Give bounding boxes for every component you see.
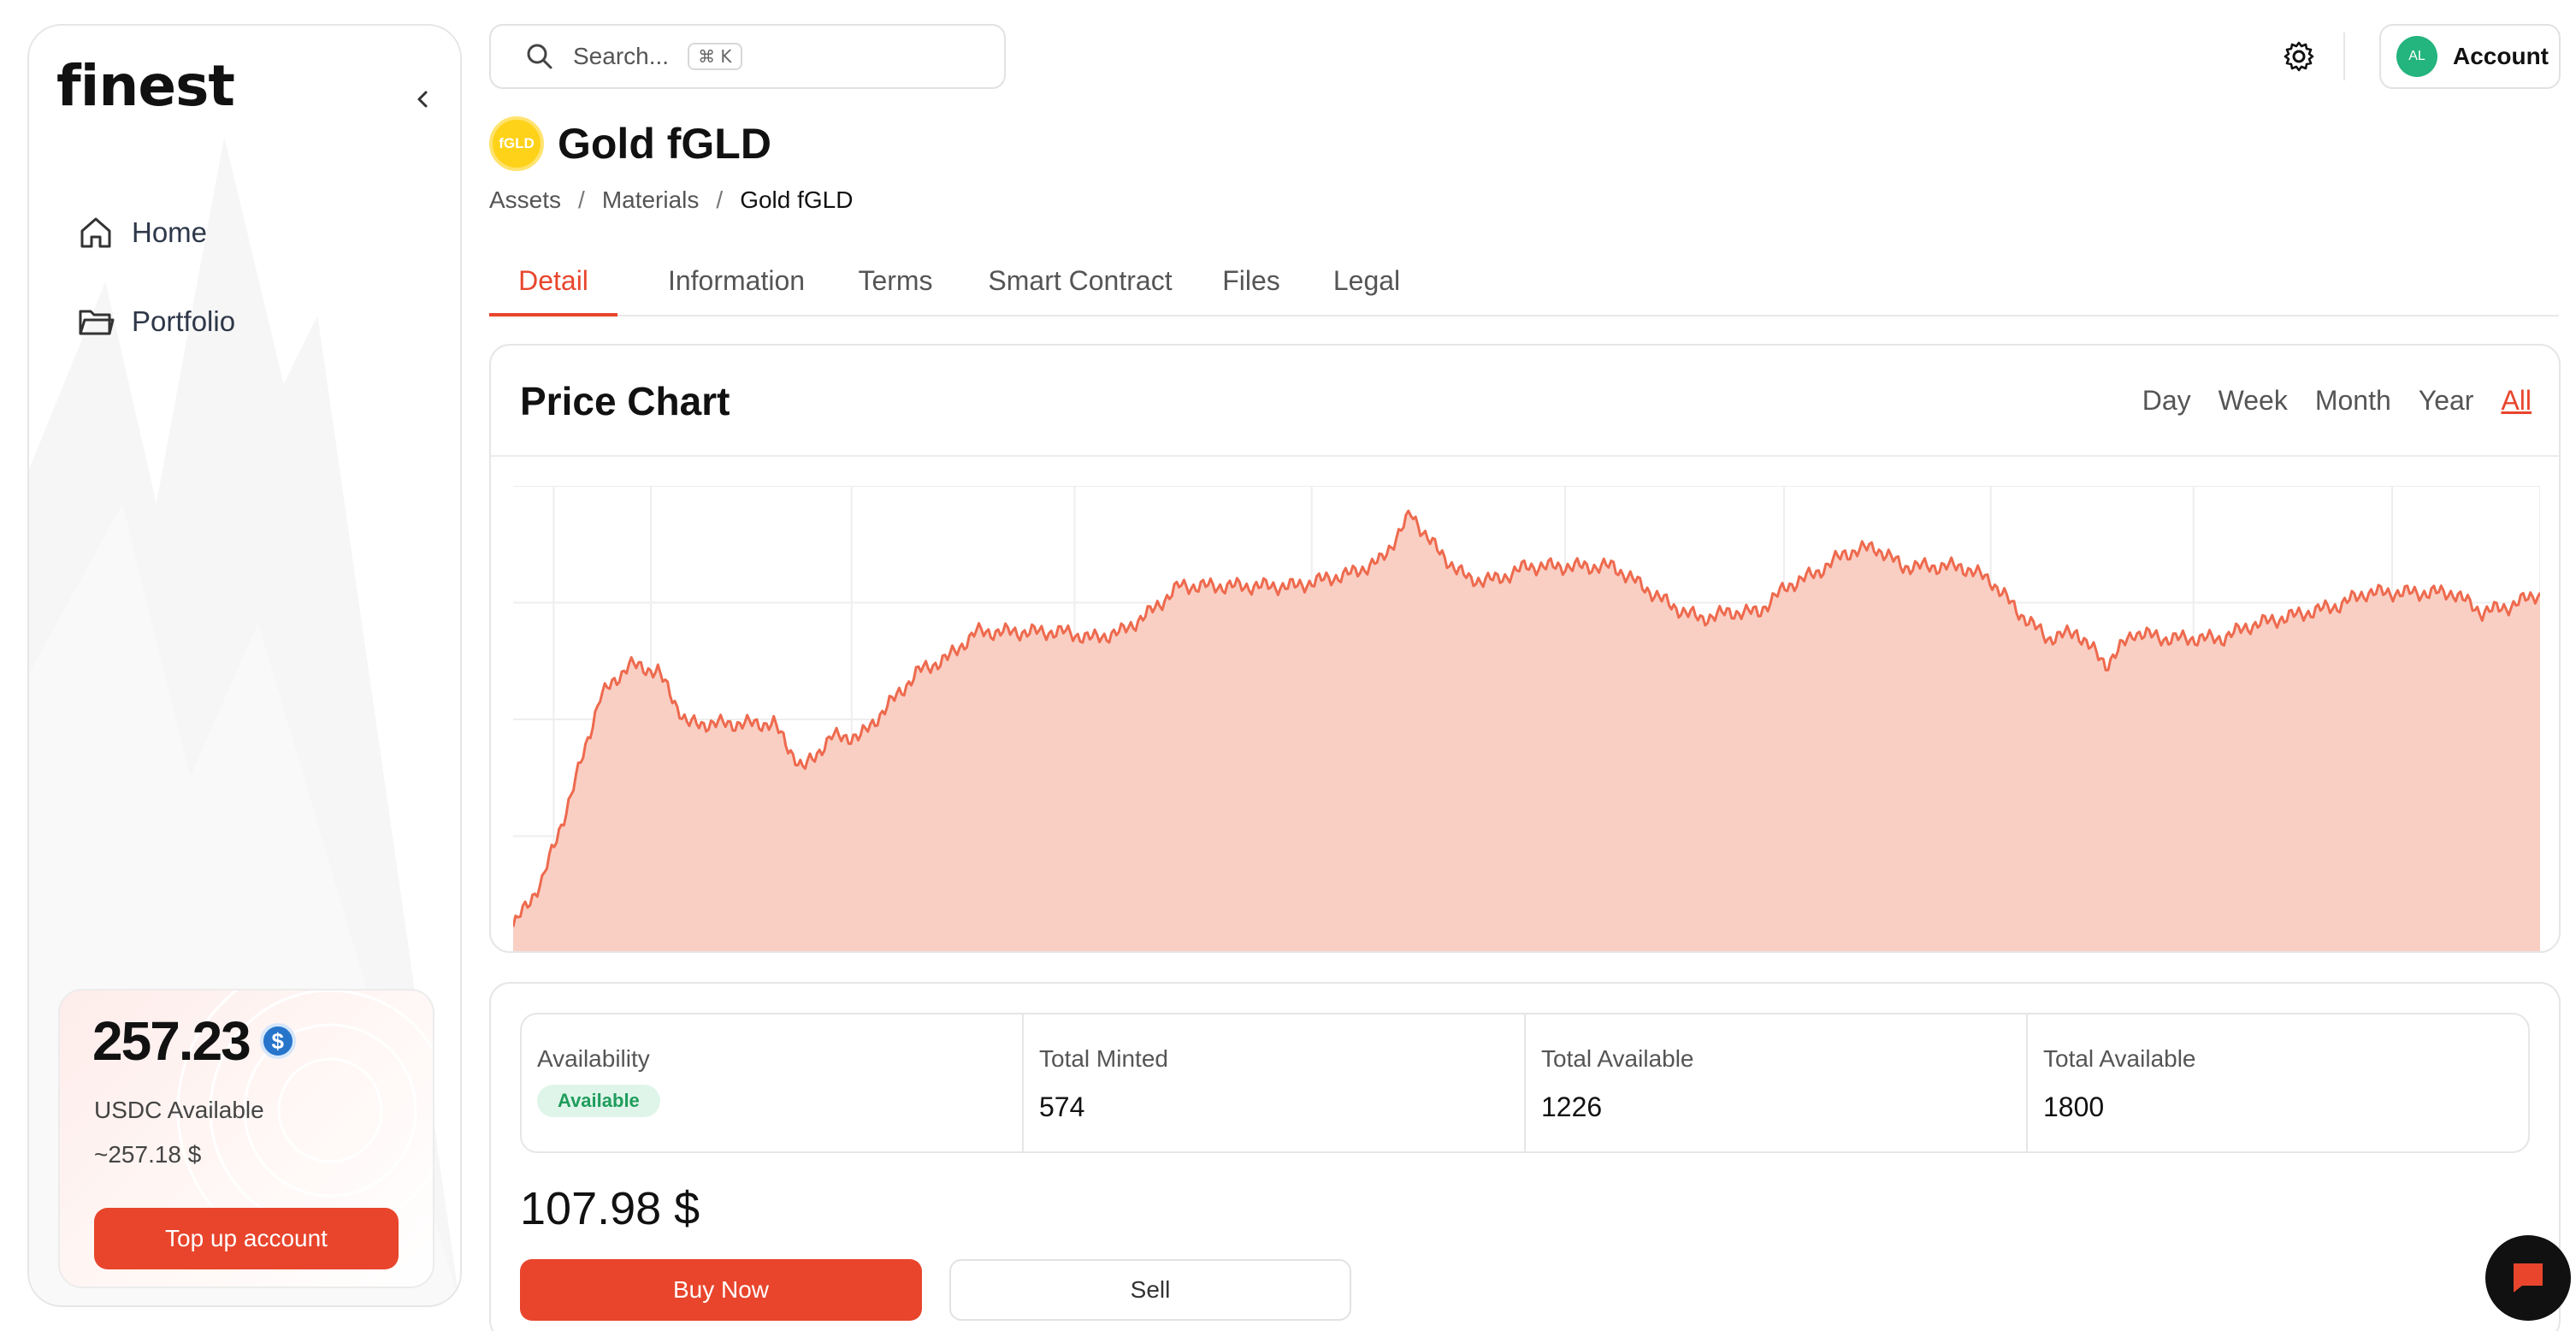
breadcrumb-separator: / xyxy=(716,186,724,213)
breadcrumb-assets[interactable]: Assets xyxy=(489,186,562,213)
status-badge: Available xyxy=(537,1085,660,1117)
tab-terms[interactable]: Terms xyxy=(858,265,933,296)
chat-icon xyxy=(2514,1263,2543,1293)
stat-total-minted: Total Minted 574 xyxy=(1022,1015,1524,1151)
tab-smart-contract[interactable]: Smart Contract xyxy=(988,265,1173,296)
usdc-icon: $ xyxy=(259,1023,296,1059)
chat-launcher-button[interactable] xyxy=(2485,1235,2571,1321)
balance-label: USDC Available xyxy=(94,1097,264,1123)
brand-logo[interactable]: finest xyxy=(56,53,235,119)
home-icon xyxy=(80,217,111,248)
stats-panel: Availability Available Total Minted 574 … xyxy=(520,1013,2530,1153)
sidebar-item-label: Portfolio xyxy=(132,305,236,337)
breadcrumb: Assets / Materials / Gold fGLD xyxy=(489,186,853,214)
tab-legal[interactable]: Legal xyxy=(1332,265,1401,296)
range-week[interactable]: Week xyxy=(2218,385,2288,416)
breadcrumb-current: Gold fGLD xyxy=(740,186,854,213)
page-title: Gold fGLD xyxy=(558,120,771,168)
stat-value: 574 xyxy=(1039,1091,1085,1122)
stat-label: Total Available xyxy=(1541,1045,1694,1072)
search-icon xyxy=(527,44,552,69)
top-up-button[interactable]: Top up account xyxy=(94,1208,399,1269)
stat-total-available: Total Available 1226 xyxy=(1524,1015,2026,1151)
stat-label: Total Minted xyxy=(1039,1045,1168,1072)
search-input[interactable]: Search... ⌘ K xyxy=(489,24,1006,89)
balance-amount: 257.23 $ xyxy=(92,1009,296,1073)
folder-icon xyxy=(79,310,115,335)
balance-value: 257.23 xyxy=(92,1010,251,1072)
sell-button[interactable]: Sell xyxy=(949,1259,1351,1321)
tab-detail[interactable]: Detail xyxy=(489,265,617,316)
stat-total-supply: Total Available 1800 xyxy=(2026,1015,2528,1151)
header-divider xyxy=(2343,33,2345,80)
breadcrumb-materials[interactable]: Materials xyxy=(601,186,700,213)
price-chart[interactable] xyxy=(513,486,2540,953)
stat-label: Availability xyxy=(537,1045,650,1072)
gear-icon[interactable] xyxy=(2282,39,2316,74)
stat-label: Total Available xyxy=(2043,1045,2196,1072)
tab-files[interactable]: Files xyxy=(1222,265,1280,296)
chart-title: Price Chart xyxy=(520,379,730,423)
chart-area-fill xyxy=(513,511,2540,951)
range-year[interactable]: Year xyxy=(2418,385,2474,416)
chart-divider xyxy=(491,455,2559,457)
price-chart-card: Price Chart Day Week Month Year All xyxy=(489,344,2561,953)
asset-price: 107.98 $ xyxy=(520,1183,700,1234)
asset-logo: fGLD xyxy=(489,116,544,171)
tab-information[interactable]: Information xyxy=(667,265,806,296)
search-placeholder: Search... xyxy=(573,43,670,69)
buy-now-button[interactable]: Buy Now xyxy=(520,1259,922,1321)
account-button[interactable]: AL Account xyxy=(2379,24,2561,89)
sidebar-item-home[interactable]: Home xyxy=(77,205,207,260)
stat-availability: Availability Available xyxy=(522,1015,1022,1151)
breadcrumb-separator: / xyxy=(578,186,585,213)
range-all[interactable]: All xyxy=(2501,385,2532,416)
sidebar-item-portfolio[interactable]: Portfolio xyxy=(77,294,235,349)
balance-approx: ~257.18 $ xyxy=(94,1141,202,1168)
range-day[interactable]: Day xyxy=(2142,385,2191,416)
asset-info-card: Availability Available Total Minted 574 … xyxy=(489,982,2561,1331)
tab-bar: Detail Information Terms Smart Contract … xyxy=(489,265,2559,316)
account-label: Account xyxy=(2453,43,2549,69)
chart-series-line xyxy=(513,509,2540,927)
chevron-left-icon[interactable] xyxy=(405,82,440,116)
stat-value: 1226 xyxy=(1541,1091,1603,1122)
range-selector: Day Week Month Year All xyxy=(2142,385,2532,417)
balance-card: 257.23 $ USDC Available ~257.18 $ Top up… xyxy=(58,989,434,1288)
range-month[interactable]: Month xyxy=(2314,385,2391,416)
search-shortcut: ⌘ K xyxy=(688,43,742,70)
avatar: AL xyxy=(2396,36,2437,77)
sidebar: finest Home Portfolio 257.23 $ USDC Avai… xyxy=(27,24,462,1307)
stat-value: 1800 xyxy=(2043,1091,2105,1122)
sidebar-item-label: Home xyxy=(132,216,208,248)
